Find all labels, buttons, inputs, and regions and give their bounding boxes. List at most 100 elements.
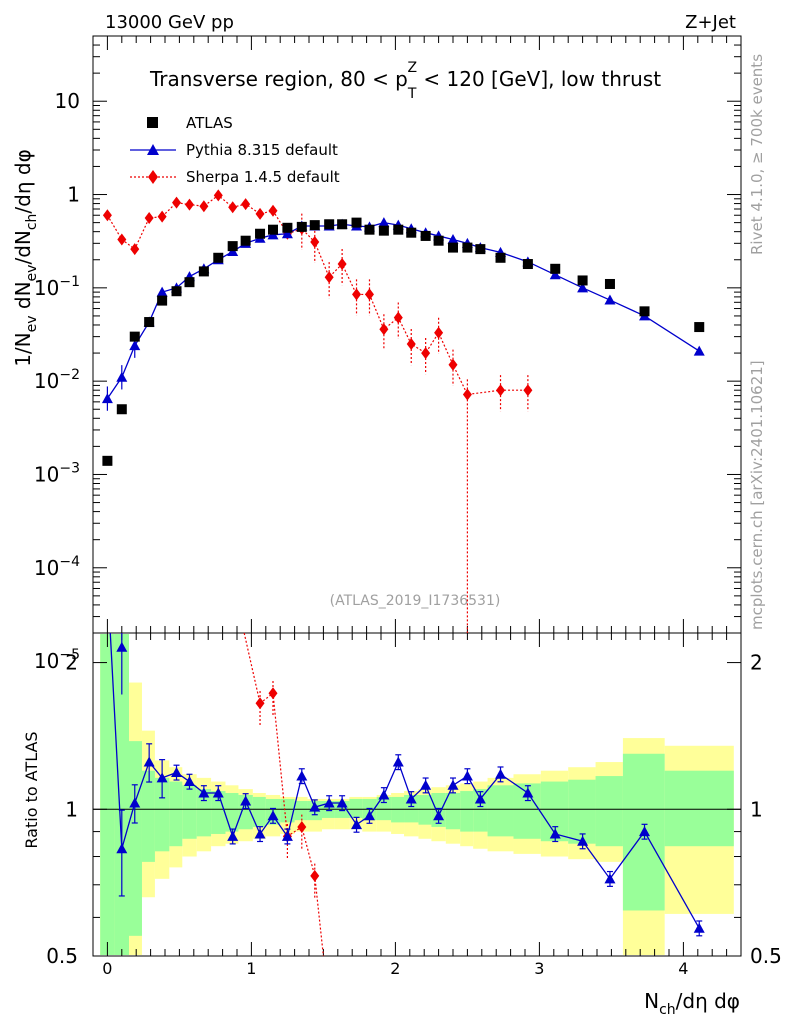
pythia-ratio-point (281, 830, 293, 841)
atlas-point (102, 455, 113, 466)
pythia-ratio-point (577, 835, 589, 846)
sherpa-point (448, 358, 458, 371)
atlas-series (102, 217, 705, 466)
y-tick-label: 10−2 (34, 367, 80, 393)
ratio-band-inner-bin (280, 798, 295, 823)
atlas-point (433, 235, 444, 246)
pythia-ratio-point (363, 810, 375, 821)
ratio-band-inner-bin (114, 634, 129, 955)
sherpa-point (496, 384, 506, 397)
ratio-band-inner-bin (376, 796, 392, 821)
x-tick-labels: 0 1 2 3 4 (102, 959, 688, 978)
pythia-ratio-point (240, 795, 252, 806)
pythia-point (693, 345, 705, 356)
sherpa-point (130, 243, 140, 256)
pythia-ratio-point (461, 770, 473, 781)
sherpa-line (106, 194, 528, 396)
ratio-panel-frame (92, 632, 742, 957)
ratio-band-inner-bin (349, 798, 363, 818)
atlas-point (213, 252, 224, 263)
legend: ATLAS Pythia 8.315 default Sherpa 1.4.5 … (130, 114, 340, 186)
pythia-ratio-point (156, 772, 168, 783)
atlas-point (324, 219, 335, 230)
pythia-point (116, 371, 128, 382)
sherpa-point (379, 323, 389, 336)
header-right: Z+Jet (685, 12, 736, 33)
atlas-point (577, 275, 588, 286)
header-left: 13000 GeV pp (105, 12, 234, 33)
pythia-ratio-point (693, 922, 705, 933)
sherpa-point (421, 347, 431, 360)
ratio-tick-label: 2 (65, 651, 78, 675)
atlas-point (198, 266, 209, 277)
atlas-point (129, 331, 140, 342)
pythia-ratio-point (309, 801, 321, 812)
sherpa-point (228, 201, 238, 214)
y-tick-label: 10 (55, 89, 80, 113)
pythia-point (281, 228, 293, 239)
ratio-tick-label-right: 0.5 (750, 944, 782, 968)
atlas-point (240, 235, 251, 246)
y-axis-title: 1/Nev dNev/dNch/dη dφ (11, 149, 40, 367)
sherpa-point (117, 233, 127, 246)
ratio-band-inner-bin (129, 741, 142, 936)
sherpa-point (364, 288, 374, 301)
atlas-point (255, 228, 266, 239)
pythia-ratio-point (336, 797, 348, 808)
pythia-ratio-point (433, 810, 445, 821)
pythia-ratio-point (351, 819, 363, 830)
sherpa-point (144, 212, 154, 225)
ratio-band-inner-bin (100, 634, 115, 955)
pythia-ratio-point (183, 776, 195, 787)
atlas-point (378, 225, 389, 236)
legend-sherpa-label: Sherpa 1.4.5 default (186, 168, 340, 186)
pythia-ratio-point (522, 787, 534, 798)
pythia-point (447, 233, 459, 244)
sherpa-series (102, 189, 533, 633)
pythia-ratio-point (143, 756, 155, 767)
legend-pythia-label: Pythia 8.315 default (186, 141, 338, 159)
atlas-point (116, 404, 127, 415)
ratio-band-inner-bin (473, 789, 488, 832)
plot-title: Transverse region, 80 < pTZ < 120 [GeV],… (149, 60, 661, 102)
pythia-point (549, 269, 561, 280)
ratio-band-inner-bin (182, 785, 197, 839)
legend-sherpa-marker (148, 170, 158, 184)
sherpa-ratio-point (255, 697, 265, 710)
sherpa-point (337, 258, 347, 271)
x-axis-title: Nch/dη dφ (644, 989, 740, 1018)
atlas-point (227, 241, 238, 252)
pythia-ratio-point (604, 873, 616, 884)
sherpa-point (462, 388, 472, 401)
sherpa-point (184, 198, 194, 211)
pythia-ratio-point (495, 768, 507, 779)
sherpa-point (434, 326, 444, 339)
y-tick-label: 10−5 (34, 647, 80, 673)
atlas-point (296, 221, 307, 232)
pythia-ratio-point (212, 787, 224, 798)
analysis-watermark: (ATLAS_2019_I1736531) (330, 593, 501, 609)
sherpa-point (199, 200, 209, 213)
x-tick-label: 2 (390, 959, 400, 978)
ratio-tick-label-right: 2 (750, 651, 763, 675)
ratio-band-inner-bin (418, 794, 432, 825)
ratio-band-inner-bin (225, 793, 239, 832)
ratio-tick-label: 1 (65, 797, 78, 821)
pythia-ratio-point (254, 828, 266, 839)
sherpa-ratio-point (297, 820, 307, 833)
atlas-point (475, 244, 486, 255)
ratio-band-inner-bin (154, 777, 170, 852)
ratio-band-inner-bin (568, 779, 596, 844)
atlas-point (604, 278, 615, 289)
pythia-point (378, 217, 390, 228)
ratio-tick-label-right: 1 (750, 797, 763, 821)
atlas-point (157, 295, 168, 306)
legend-pythia-marker (147, 144, 159, 155)
atlas-point (171, 286, 182, 297)
pythia-ratio-point (227, 830, 239, 841)
rivet-label: Rivet 4.1.0, ≥ 700k events (748, 54, 766, 255)
ratio-band-inner (100, 634, 734, 955)
pythia-ratio-point (267, 810, 279, 821)
atlas-point (184, 277, 195, 288)
pythia-ratio-point (392, 756, 404, 767)
